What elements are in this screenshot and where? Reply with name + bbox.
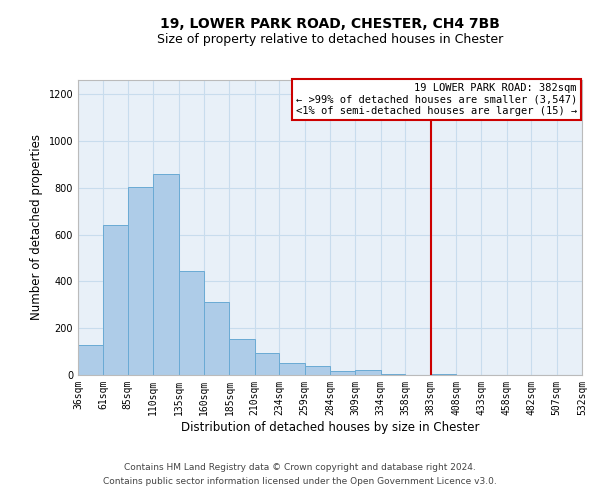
Text: Size of property relative to detached houses in Chester: Size of property relative to detached ho… xyxy=(157,32,503,46)
Bar xyxy=(103,225,128,375)
Bar xyxy=(431,374,456,375)
Bar xyxy=(153,174,179,375)
Bar xyxy=(179,271,204,375)
Bar xyxy=(128,186,153,375)
Text: Contains HM Land Registry data © Crown copyright and database right 2024.: Contains HM Land Registry data © Crown c… xyxy=(124,464,476,472)
Bar xyxy=(255,353,279,375)
Text: 19, LOWER PARK ROAD, CHESTER, CH4 7BB: 19, LOWER PARK ROAD, CHESTER, CH4 7BB xyxy=(160,18,500,32)
Bar xyxy=(279,364,305,375)
Y-axis label: Number of detached properties: Number of detached properties xyxy=(30,134,43,320)
Bar xyxy=(229,338,255,375)
Bar xyxy=(305,366,330,375)
X-axis label: Distribution of detached houses by size in Chester: Distribution of detached houses by size … xyxy=(181,420,479,434)
Bar xyxy=(78,344,103,375)
Bar xyxy=(330,372,355,375)
Bar xyxy=(355,370,381,375)
Bar xyxy=(204,302,229,375)
Bar xyxy=(381,374,405,375)
Text: 19 LOWER PARK ROAD: 382sqm
← >99% of detached houses are smaller (3,547)
<1% of : 19 LOWER PARK ROAD: 382sqm ← >99% of det… xyxy=(296,83,577,116)
Text: Contains public sector information licensed under the Open Government Licence v3: Contains public sector information licen… xyxy=(103,477,497,486)
